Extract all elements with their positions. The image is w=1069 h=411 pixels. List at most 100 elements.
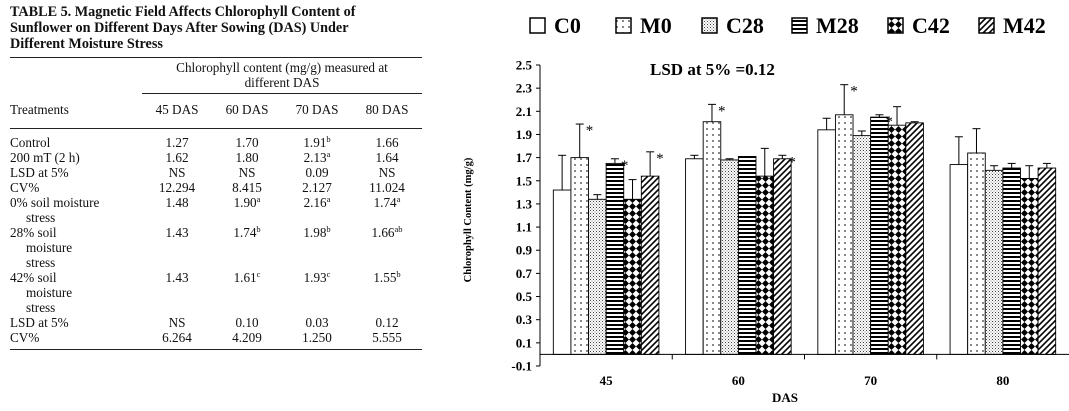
cell-value: 1.61: [233, 270, 257, 285]
y-axis-label: Chlorophyll Content (mg/g): [463, 157, 474, 282]
x-tick-label: 60: [732, 373, 745, 388]
cell-value: 2.13: [303, 150, 327, 165]
y-tick-label: 1.3: [516, 196, 533, 211]
table-cell: 12.294: [142, 180, 212, 195]
significance-letter: c: [256, 269, 261, 279]
table-cell: 0.09: [282, 165, 352, 180]
y-tick-label: 0.1: [516, 335, 532, 350]
cell-value: NS: [168, 315, 186, 330]
bar-c42-80: [1020, 178, 1039, 355]
table-row: LSD at 5% NS 0.10 0.03 0.12: [10, 315, 422, 330]
bar-c42-60: [755, 175, 775, 355]
bar-chart: C0 M0 C28 M28 C42 M42 LSD at 5% =0.12 2.52.32…: [463, 13, 1069, 405]
y-tick-label: 0.5: [516, 289, 533, 304]
table-panel: TABLE 5. Magnetic Field Affects Chloroph…: [10, 4, 422, 350]
bar-m28-45: [605, 162, 625, 355]
cell-value: 1.250: [302, 330, 332, 345]
y-tick-label: 1.7: [516, 150, 533, 165]
bar-m42-70: [905, 122, 924, 355]
table-row: CV% 12.294 8.415 2.127 11.024: [10, 180, 422, 195]
cell-value: NS: [238, 165, 256, 180]
row-label-line: 42% soil: [10, 270, 57, 285]
table-body: Control 1.27 1.70 1.91b 1.66 200 mT (2 h) 1.62…: [10, 129, 422, 345]
row-label: CV%: [10, 330, 142, 345]
legend-label: M42: [1003, 13, 1046, 38]
row-label-line: moisture: [26, 240, 73, 255]
table-cell: 2.127: [282, 180, 352, 195]
table-row: CV% 6.264 4.209 1.250 5.555: [10, 330, 422, 345]
bar-c28-80: [984, 169, 1004, 355]
table-cell: 1.98b: [282, 225, 352, 270]
header-70-das: 70 DAS: [295, 102, 339, 117]
cell-value: 1.64: [375, 150, 399, 165]
row-label: 200 mT (2 h): [10, 150, 142, 165]
bar-m42-45: [640, 175, 660, 355]
table-cell: 1.27: [142, 129, 212, 150]
table-cell: 1.74a: [352, 195, 422, 225]
cell-value: 0.09: [305, 165, 329, 180]
cell-value: 1.74: [373, 195, 397, 210]
legend-label: C42: [912, 13, 950, 38]
table-row: 42% soil moisture stress 1.43 1.61c 1.93c 1.55…: [10, 270, 422, 315]
bar-c0-60: [685, 158, 704, 355]
cell-value: 1.43: [165, 225, 189, 240]
row-label-line: LSD at 5%: [10, 165, 69, 180]
row-label-line: CV%: [10, 330, 40, 345]
cell-value: 0.12: [375, 315, 399, 330]
bottom-rule: [10, 349, 422, 350]
caption-line: Different Moisture Stress: [10, 36, 163, 52]
header-rule: [10, 128, 422, 129]
table-cell: 1.61c: [212, 270, 282, 315]
bar-c28-60: [720, 159, 739, 355]
y-tick-label: 2.5: [516, 58, 533, 73]
x-tick-label: 45: [600, 373, 614, 388]
legend-swatch-m42: [978, 17, 995, 34]
row-label-line: stress: [26, 255, 56, 270]
header-60-das: 60 DAS: [225, 102, 269, 117]
significance-letter: b: [396, 269, 401, 279]
significance-star: *: [586, 123, 594, 139]
x-tick-label: 70: [864, 373, 877, 388]
cell-value: 11.024: [369, 180, 405, 195]
bar-c28-70: [852, 135, 872, 355]
y-tick-label: 1.1: [516, 220, 532, 235]
significance-star: *: [656, 151, 664, 167]
table-cell: 1.250: [282, 330, 352, 345]
y-tick-label: 0.7: [516, 266, 533, 281]
header-treatments: Treatments: [10, 102, 69, 117]
row-label-line: stress: [26, 210, 56, 225]
y-tick-label: 0.9: [516, 243, 533, 258]
bar-m42-80: [1037, 167, 1057, 355]
table-cell: 1.43: [142, 270, 212, 315]
table-cell: NS: [142, 315, 212, 330]
table-cell: 1.91b: [282, 129, 352, 150]
table-cell: 1.90a: [212, 195, 282, 225]
table-row: 0% soil moisture stress 1.48 1.90a 2.16a 1.74…: [10, 195, 422, 225]
row-label: LSD at 5%: [10, 315, 142, 330]
cell-value: 1.98: [303, 225, 327, 240]
cell-value: 0.03: [305, 315, 329, 330]
table-row: 28% soil moisture stress 1.43 1.74b 1.98b 1.66…: [10, 225, 422, 270]
cell-value: 1.55: [373, 270, 397, 285]
column-spanner: Chlorophyll content (mg/g) measured at d…: [176, 60, 388, 90]
legend-swatch-c42: [887, 17, 904, 34]
row-label: CV%: [10, 180, 142, 195]
cell-value: 6.264: [162, 330, 192, 345]
cell-value: 1.27: [165, 135, 189, 150]
y-tick-label: 2.1: [516, 104, 532, 119]
row-label-line: 28% soil: [10, 225, 57, 240]
bar-m0-70: [834, 114, 854, 355]
cell-value: 0.10: [235, 315, 259, 330]
table-cell: 1.55b: [352, 270, 422, 315]
table-cell: 1.66: [352, 129, 422, 150]
table-row: Control 1.27 1.70 1.91b 1.66: [10, 129, 422, 150]
legend-label: C28: [726, 13, 764, 38]
legend-swatch-m0: [615, 17, 632, 34]
significance-letter: c: [326, 269, 331, 279]
cell-value: 8.415: [232, 180, 262, 195]
cell-value: 2.127: [302, 180, 332, 195]
table-cell: 1.62: [142, 150, 212, 165]
table-cell: 4.209: [212, 330, 282, 345]
cell-value: 1.74: [233, 225, 257, 240]
table-row: 200 mT (2 h) 1.62 1.80 2.13a 1.64: [10, 150, 422, 165]
